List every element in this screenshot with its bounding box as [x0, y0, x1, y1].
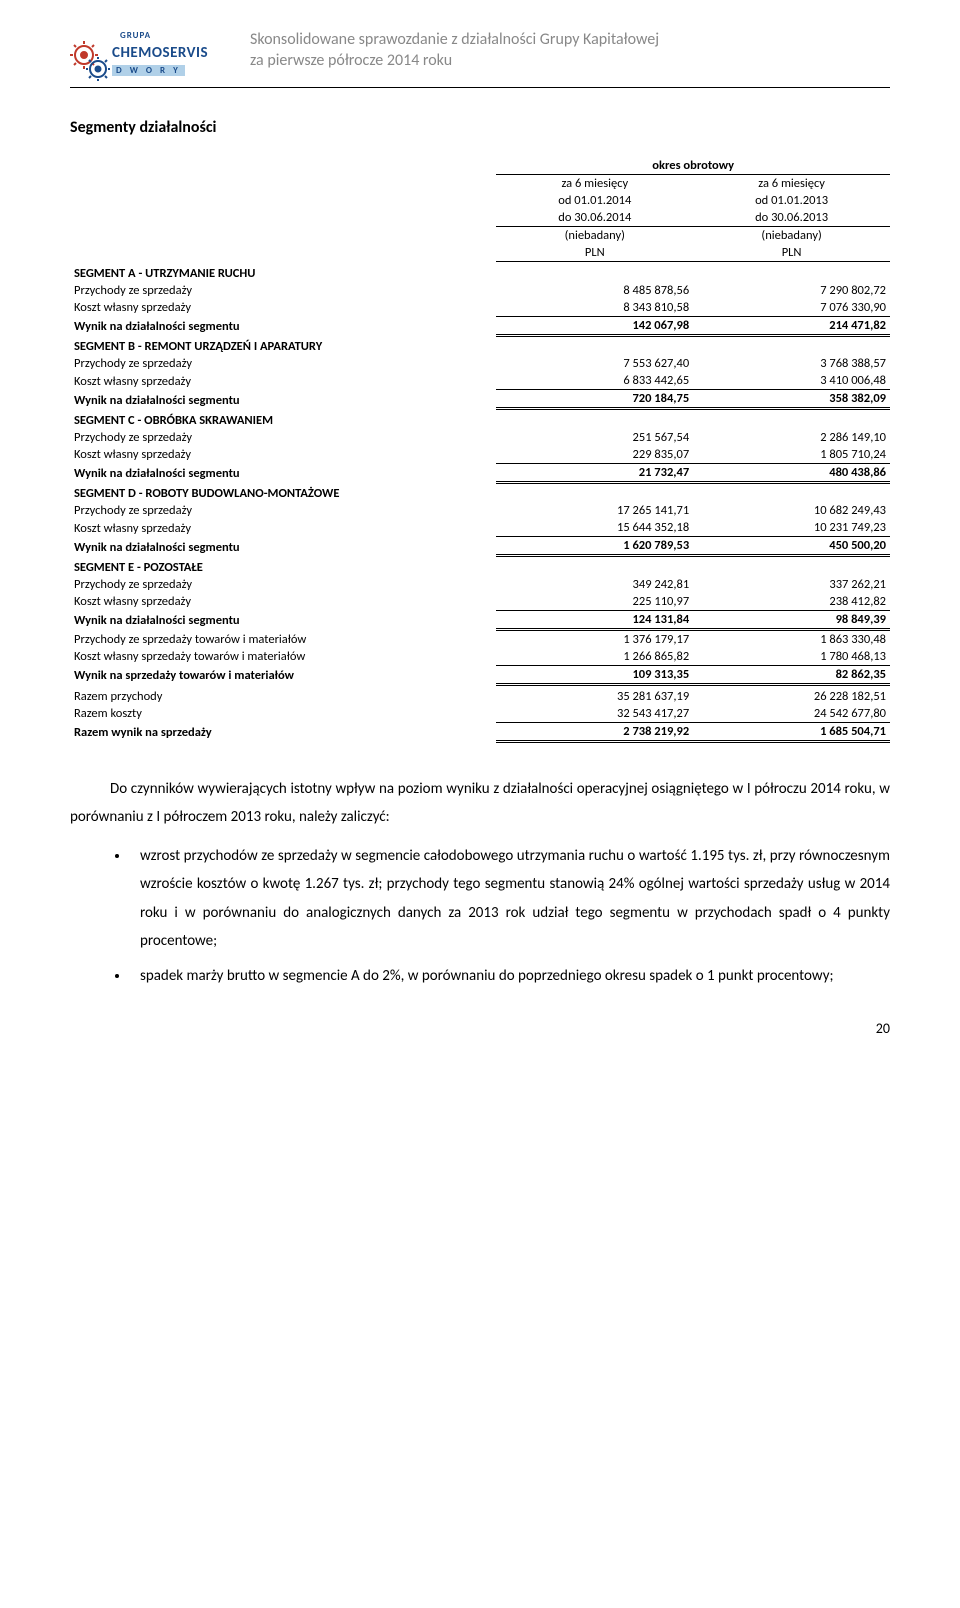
tot-cost2: 24 542 677,80 [693, 705, 890, 723]
goods-res1: 109 313,35 [496, 665, 693, 684]
seg-b-rev1: 7 553 627,40 [496, 355, 693, 372]
bullet-list: wzrost przychodów ze sprzedaży w segmenc… [70, 842, 890, 991]
goods-cost-label: Koszt własny sprzedaży towarów i materia… [70, 648, 496, 666]
seg-a-cost1: 8 343 810,58 [496, 299, 693, 317]
seg-a-cost-label: Koszt własny sprzedaży [70, 299, 496, 317]
bullet-item-1: wzrost przychodów ze sprzedaży w segmenc… [130, 842, 890, 956]
tot-res1: 2 738 219,92 [496, 722, 693, 741]
seg-e-title: SEGMENT E - POZOSTAŁE [70, 556, 496, 576]
seg-c-res2: 480 438,86 [693, 463, 890, 482]
seg-d-title: SEGMENT D - ROBOTY BUDOWLANO-MONTAŻOWE [70, 482, 496, 502]
seg-b-cost-label: Koszt własny sprzedaży [70, 372, 496, 390]
goods-res2: 82 862,35 [693, 665, 890, 684]
seg-c-cost1: 229 835,07 [496, 446, 693, 464]
goods-cost1: 1 266 865,82 [496, 648, 693, 666]
logo-sub-text: D W O R Y [112, 65, 185, 76]
seg-d-cost2: 10 231 749,23 [693, 519, 890, 537]
seg-a-rev1: 8 485 878,56 [496, 282, 693, 299]
seg-e-cost1: 225 110,97 [496, 593, 693, 611]
seg-a-res-label: Wynik na działalności segmentu [70, 316, 496, 335]
seg-b-res-label: Wynik na działalności segmentu [70, 390, 496, 409]
col2-l1: za 6 miesięcy [693, 175, 890, 193]
seg-b-res1: 720 184,75 [496, 390, 693, 409]
company-logo: GRUPA CHEMOSERVIS D W O R Y [70, 30, 220, 81]
seg-d-res-label: Wynik na działalności segmentu [70, 537, 496, 556]
seg-c-title: SEGMENT C - OBRÓBKA SKRAWANIEM [70, 409, 496, 429]
seg-c-res1: 21 732,47 [496, 463, 693, 482]
seg-a-title: SEGMENT A - UTRZYMANIE RUCHU [70, 262, 496, 282]
seg-c-rev1: 251 567,54 [496, 429, 693, 446]
logo-text-block: CHEMOSERVIS D W O R Y [112, 46, 208, 76]
tot-cost1: 32 543 417,27 [496, 705, 693, 723]
seg-b-title: SEGMENT B - REMONT URZĄDZEŃ I APARATURY [70, 335, 496, 355]
seg-e-rev1: 349 242,81 [496, 576, 693, 593]
section-title: Segmenty działalności [70, 118, 890, 137]
tot-rev1: 35 281 637,19 [496, 688, 693, 705]
tot-cost-label: Razem koszty [70, 705, 496, 723]
seg-e-res-label: Wynik na działalności segmentu [70, 610, 496, 629]
seg-b-res2: 358 382,09 [693, 390, 890, 409]
goods-rev2: 1 863 330,48 [693, 629, 890, 648]
financial-table: okres obrotowy za 6 miesięcyza 6 miesięc… [70, 157, 890, 745]
seg-c-rev-label: Przychody ze sprzedaży [70, 429, 496, 446]
logo-grupa-label: GRUPA [120, 30, 220, 41]
tot-rev-label: Razem przychody [70, 688, 496, 705]
seg-e-cost-label: Koszt własny sprzedaży [70, 593, 496, 611]
logo-brand-text: CHEMOSERVIS [112, 46, 208, 61]
logo-main-row: CHEMOSERVIS D W O R Y [70, 41, 220, 81]
seg-b-cost1: 6 833 442,65 [496, 372, 693, 390]
goods-cost2: 1 780 468,13 [693, 648, 890, 666]
seg-b-cost2: 3 410 006,48 [693, 372, 890, 390]
seg-e-rev2: 337 262,21 [693, 576, 890, 593]
seg-d-rev1: 17 265 141,71 [496, 502, 693, 519]
goods-res-label: Wynik na sprzedaży towarów i materiałów [70, 665, 496, 684]
goods-rev-label: Przychody ze sprzedaży towarów i materia… [70, 629, 496, 648]
seg-e-res1: 124 131,84 [496, 610, 693, 629]
col2-l2: od 01.01.2013 [693, 192, 890, 209]
col2-l5: PLN [693, 244, 890, 262]
seg-a-cost2: 7 076 330,90 [693, 299, 890, 317]
seg-c-cost-label: Koszt własny sprzedaży [70, 446, 496, 464]
page-header: GRUPA CHEMOSERVIS D W O R Y Skonso [70, 30, 890, 88]
tot-res2: 1 685 504,71 [693, 722, 890, 741]
col1-l4: (niebadany) [496, 227, 693, 245]
seg-d-res1: 1 620 789,53 [496, 537, 693, 556]
seg-a-res1: 142 067,98 [496, 316, 693, 335]
seg-c-rev2: 2 286 149,10 [693, 429, 890, 446]
period-header: okres obrotowy [496, 157, 890, 175]
seg-d-res2: 450 500,20 [693, 537, 890, 556]
document-title: Skonsolidowane sprawozdanie z działalnoś… [220, 30, 890, 72]
col1-l1: za 6 miesięcy [496, 175, 693, 193]
goods-rev1: 1 376 179,17 [496, 629, 693, 648]
page-number: 20 [70, 1020, 890, 1037]
seg-d-cost-label: Koszt własny sprzedaży [70, 519, 496, 537]
tot-res-label: Razem wynik na sprzedaży [70, 722, 496, 741]
seg-e-rev-label: Przychody ze sprzedaży [70, 576, 496, 593]
seg-d-rev-label: Przychody ze sprzedaży [70, 502, 496, 519]
col1-l3: do 30.06.2014 [496, 209, 693, 227]
seg-b-rev-label: Przychody ze sprzedaży [70, 355, 496, 372]
seg-e-res2: 98 849,39 [693, 610, 890, 629]
seg-d-cost1: 15 644 352,18 [496, 519, 693, 537]
gear-icon [70, 41, 110, 81]
col2-l4: (niebadany) [693, 227, 890, 245]
body-paragraph-1: Do czynników wywierających istotny wpływ… [70, 775, 890, 832]
seg-b-rev2: 3 768 388,57 [693, 355, 890, 372]
seg-a-res2: 214 471,82 [693, 316, 890, 335]
bullet-item-2: spadek marży brutto w segmencie A do 2%,… [130, 962, 890, 991]
seg-d-rev2: 10 682 249,43 [693, 502, 890, 519]
col2-l3: do 30.06.2013 [693, 209, 890, 227]
seg-e-cost2: 238 412,82 [693, 593, 890, 611]
doc-title-line2: za pierwsze półrocze 2014 roku [250, 51, 452, 70]
col1-l2: od 01.01.2014 [496, 192, 693, 209]
seg-c-cost2: 1 805 710,24 [693, 446, 890, 464]
tot-rev2: 26 228 182,51 [693, 688, 890, 705]
seg-a-rev-label: Przychody ze sprzedaży [70, 282, 496, 299]
seg-c-res-label: Wynik na działalności segmentu [70, 463, 496, 482]
body-text-block: Do czynników wywierających istotny wpływ… [70, 775, 890, 832]
col1-l5: PLN [496, 244, 693, 262]
doc-title-line1: Skonsolidowane sprawozdanie z działalnoś… [250, 30, 659, 49]
seg-a-rev2: 7 290 802,72 [693, 282, 890, 299]
